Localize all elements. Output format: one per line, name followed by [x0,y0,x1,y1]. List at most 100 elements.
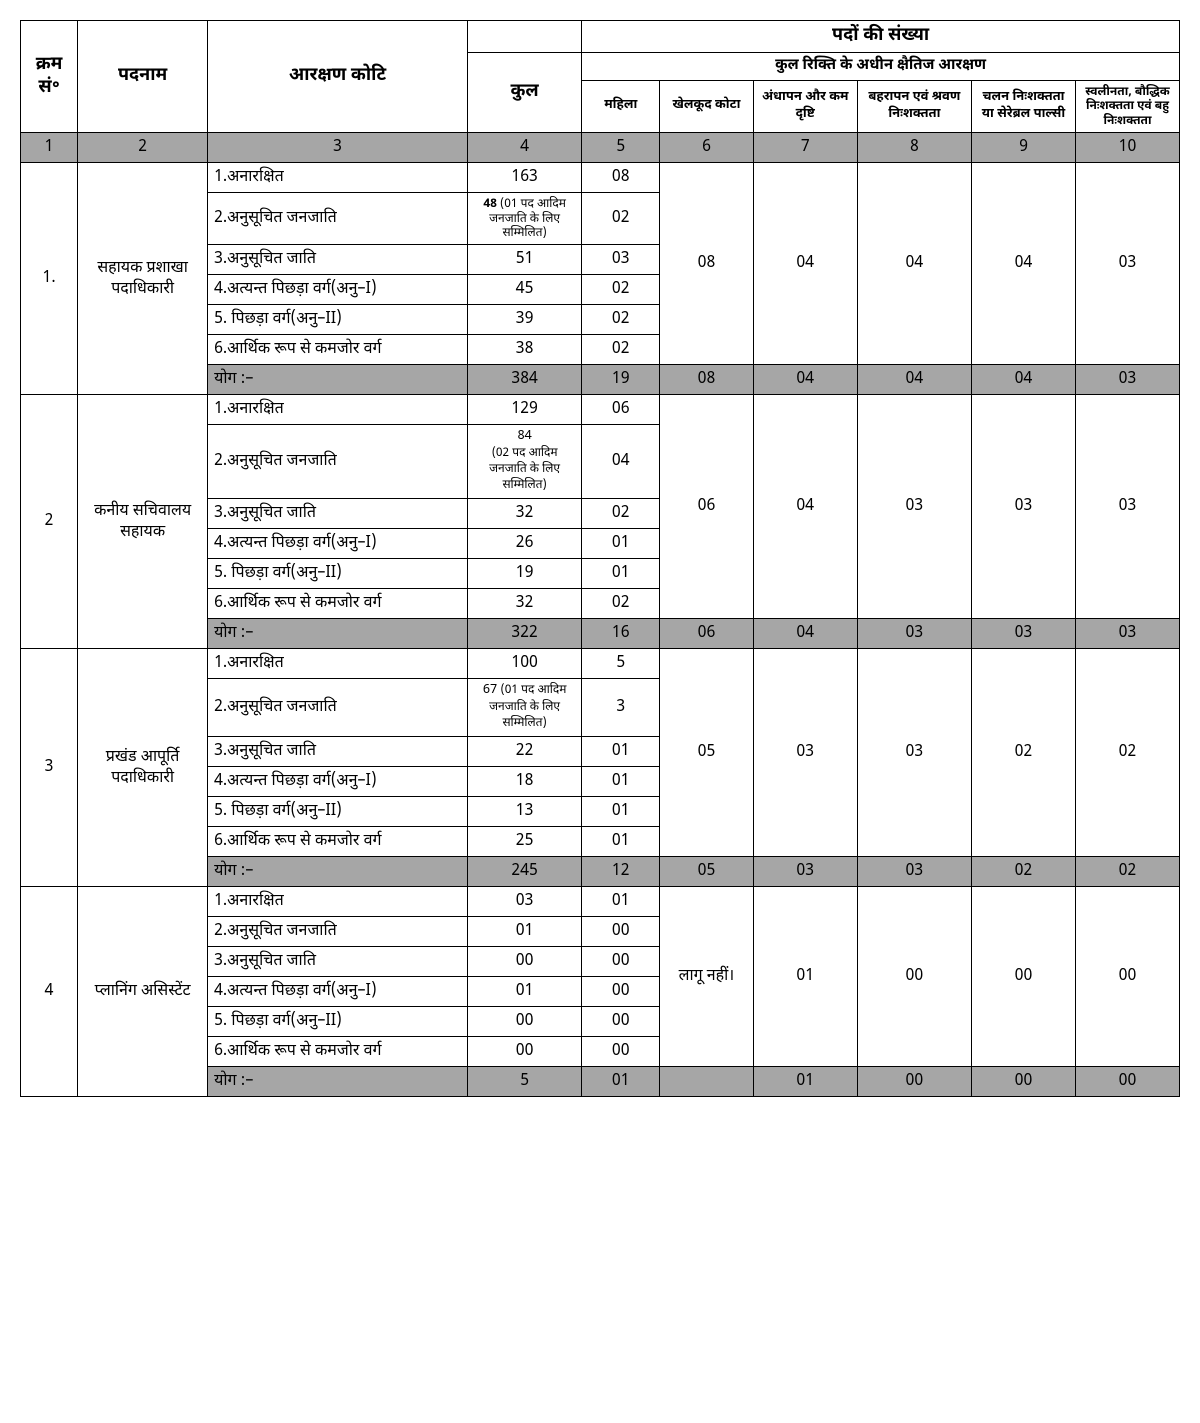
sn-cell: 2 [21,395,78,649]
women-cell: 04 [582,425,660,499]
category-cell: 6.आर्थिक रूप से कमजोर वर्ग [208,827,468,857]
autism-cell: 03 [1075,395,1179,619]
colnum-8: 8 [857,133,971,163]
total-cell: 39 [467,305,581,335]
total-cell: 45 [467,275,581,305]
category-cell: 4.अत्यन्त पिछड़ा वर्ग(अनु–I) [208,529,468,559]
category-cell: 2.अनुसूचित जनजाति [208,679,468,737]
locomotor-cell: 02 [972,649,1076,857]
blindness-cell: 04 [753,395,857,619]
women-cell: 02 [582,305,660,335]
col-horizontal-reservation: कुल रिक्ति के अधीन क्षैतिज आरक्षण [582,53,1180,81]
table-row: 2 कनीय सचिवालय सहायक 1.अनारक्षित 129 06 … [21,395,1180,425]
total-cell: 25 [467,827,581,857]
autism-cell: 03 [1075,619,1179,649]
col-sn: क्रम सं॰ [21,21,78,133]
category-cell: 5. पिछड़ा वर्ग(अनु–II) [208,797,468,827]
deafness-cell: 03 [857,649,971,857]
category-cell: 5. पिछड़ा वर्ग(अनु–II) [208,1007,468,1037]
women-cell: 01 [582,767,660,797]
women-cell: 01 [582,559,660,589]
reservation-table: क्रम सं॰ पदनाम आरक्षण कोटि पदों की संख्य… [20,20,1180,1097]
women-cell: 02 [582,499,660,529]
category-cell: 2.अनुसूचित जनजाति [208,425,468,499]
women-cell: 5 [582,649,660,679]
locomotor-cell: 04 [972,163,1076,365]
postname-cell: प्रखंड आपूर्ति पदाधिकारी [78,649,208,887]
autism-cell: 03 [1075,365,1179,395]
colnum-6: 6 [660,133,754,163]
sports-cell [660,1067,754,1097]
col-autism: स्वलीनता, बौद्धिक निःशक्तता एवं बहु निःश… [1075,81,1179,133]
sports-cell: 05 [660,857,754,887]
total-cell: 19 [467,559,581,589]
sports-cell: लागू नहीं। [660,887,754,1067]
sports-cell: 08 [660,163,754,365]
autism-cell: 02 [1075,857,1179,887]
col-posts-count: पदों की संख्या [582,21,1180,53]
sports-cell: 08 [660,365,754,395]
col-reservation-category: आरक्षण कोटि [208,21,468,133]
category-cell: 6.आर्थिक रूप से कमजोर वर्ग [208,1037,468,1067]
category-cell: 3.अनुसूचित जाति [208,737,468,767]
autism-cell: 00 [1075,887,1179,1067]
postname-cell: प्लानिंग असिस्टेंट [78,887,208,1097]
total-cell: 163 [467,163,581,193]
women-cell: 02 [582,275,660,305]
col-deafness: बहरापन एवं श्रवण निःशक्तता [857,81,971,133]
locomotor-cell: 02 [972,857,1076,887]
table-row: 1. सहायक प्रशाखा पदाधिकारी 1.अनारक्षित 1… [21,163,1180,193]
deafness-cell: 03 [857,395,971,619]
women-cell: 02 [582,589,660,619]
total-cell: 01 [467,977,581,1007]
women-cell: 01 [582,737,660,767]
category-cell: 1.अनारक्षित [208,395,468,425]
category-cell: 2.अनुसूचित जनजाति [208,917,468,947]
col-locomotor: चलन निःशक्तता या सेरेब्रल पाल्सी [972,81,1076,133]
locomotor-cell: 04 [972,365,1076,395]
category-cell: 5. पिछड़ा वर्ग(अनु–II) [208,305,468,335]
women-cell: 00 [582,947,660,977]
total-cell: 5 [467,1067,581,1097]
blindness-cell: 01 [753,1067,857,1097]
colnum-10: 10 [1075,133,1179,163]
colnum-5: 5 [582,133,660,163]
colnum-1: 1 [21,133,78,163]
women-cell: 08 [582,163,660,193]
colnum-9: 9 [972,133,1076,163]
deafness-cell: 00 [857,1067,971,1097]
category-cell: योग :– [208,619,468,649]
women-cell: 02 [582,193,660,245]
blindness-cell: 01 [753,887,857,1067]
deafness-cell: 03 [857,619,971,649]
category-cell: 4.अत्यन्त पिछड़ा वर्ग(अनु–I) [208,767,468,797]
total-cell: 48 (01 पद आदिम जनजाति के लिए सम्मिलित) [467,193,581,245]
colnum-7: 7 [753,133,857,163]
women-cell: 02 [582,335,660,365]
col-postname: पदनाम [78,21,208,133]
category-cell: 3.अनुसूचित जाति [208,499,468,529]
category-cell: 6.आर्थिक रूप से कमजोर वर्ग [208,335,468,365]
women-cell: 01 [582,797,660,827]
table-row: 4 प्लानिंग असिस्टेंट 1.अनारक्षित 03 01 ल… [21,887,1180,917]
sn-cell: 4 [21,887,78,1097]
locomotor-cell: 03 [972,619,1076,649]
total-cell: 322 [467,619,581,649]
blindness-cell: 04 [753,619,857,649]
sports-cell: 06 [660,619,754,649]
women-cell: 00 [582,917,660,947]
locomotor-cell: 03 [972,395,1076,619]
women-cell: 01 [582,887,660,917]
blindness-cell: 03 [753,857,857,887]
women-cell: 16 [582,619,660,649]
total-cell: 03 [467,887,581,917]
deafness-cell: 00 [857,887,971,1067]
category-cell: 1.अनारक्षित [208,649,468,679]
deafness-cell: 03 [857,857,971,887]
sports-cell: 06 [660,395,754,619]
women-cell: 12 [582,857,660,887]
women-cell: 01 [582,529,660,559]
total-cell: 67 (01 पद आदिम जनजाति के लिए सम्मिलित) [467,679,581,737]
locomotor-cell: 00 [972,887,1076,1067]
table-row: 3 प्रखंड आपूर्ति पदाधिकारी 1.अनारक्षित 1… [21,649,1180,679]
